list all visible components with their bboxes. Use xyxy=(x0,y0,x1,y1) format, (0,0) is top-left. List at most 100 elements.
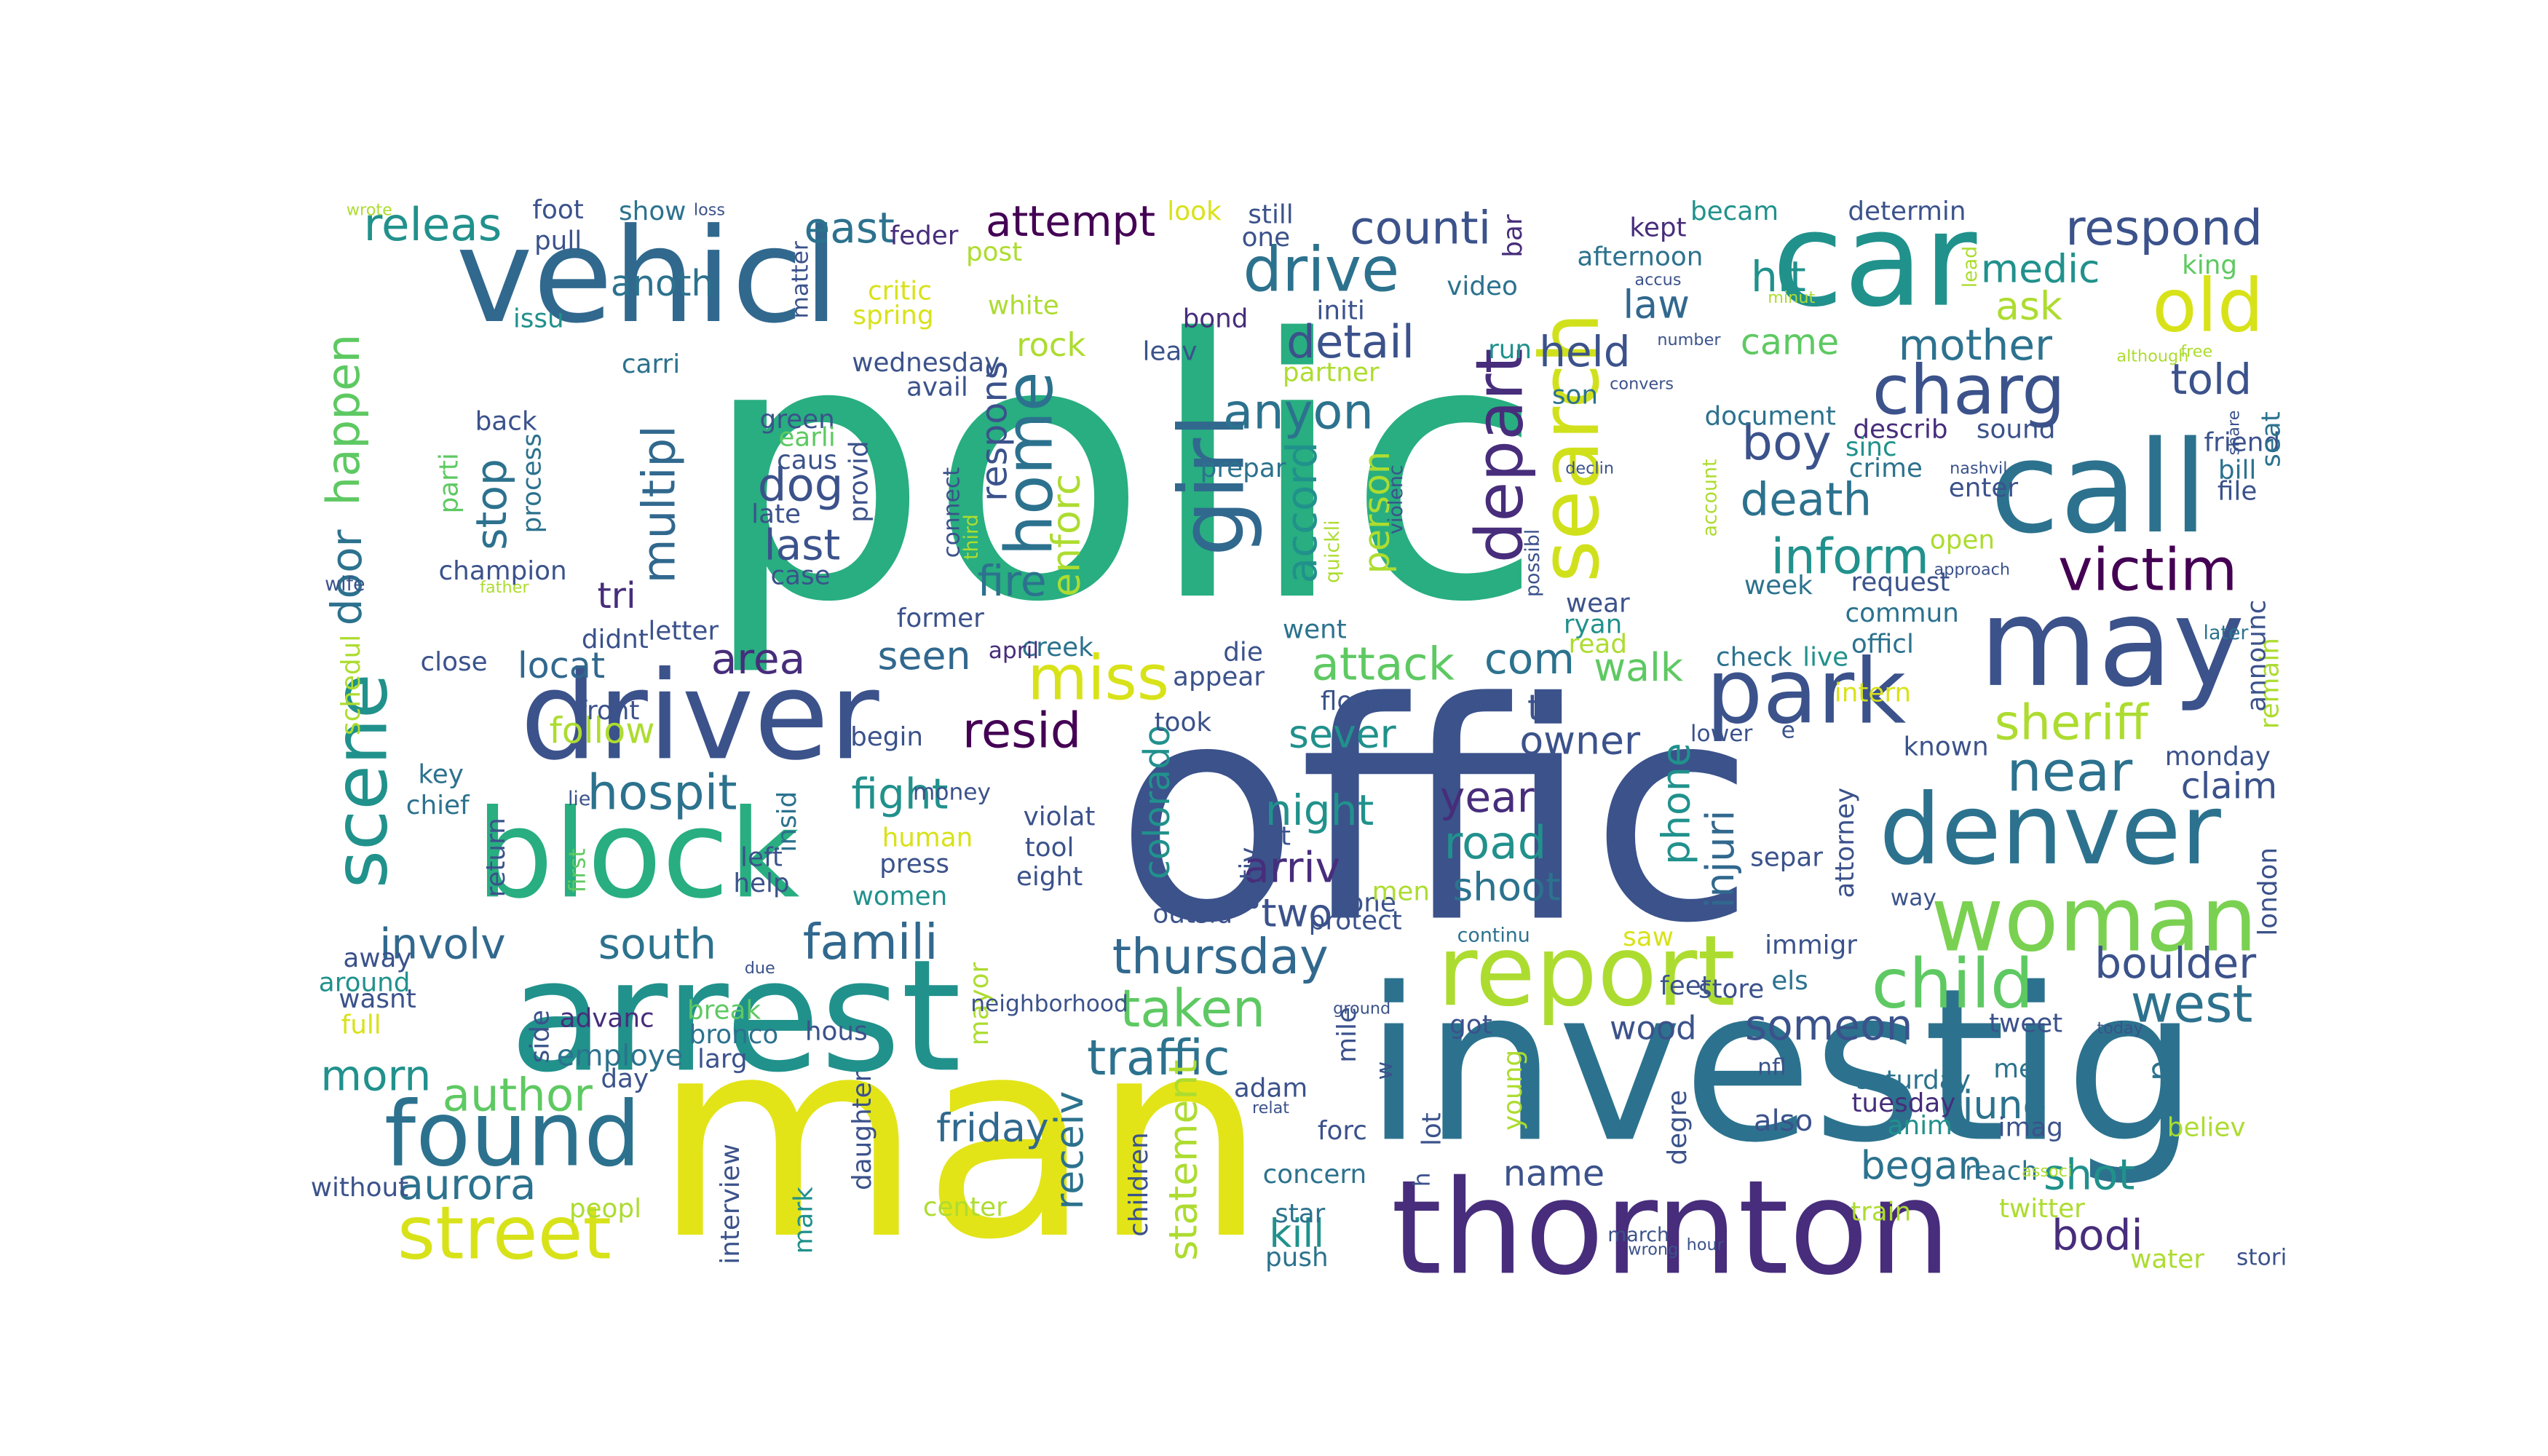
word-third: third xyxy=(960,514,983,560)
word-determin: determin xyxy=(1848,197,1966,226)
word-hospit: hospit xyxy=(587,764,737,820)
word-open: open xyxy=(1930,526,1995,555)
word-outsid: outsid xyxy=(1152,900,1233,930)
word-anoth: anoth xyxy=(611,262,714,304)
word-women: women xyxy=(852,882,948,911)
word-resid: resid xyxy=(962,703,1081,759)
word-investig: investig xyxy=(1364,942,2199,1189)
word-dog: dog xyxy=(758,459,844,512)
word-star: star xyxy=(1275,1199,1326,1229)
word-rock: rock xyxy=(1016,326,1085,364)
word-area: area xyxy=(711,634,806,684)
word-near: near xyxy=(2007,739,2133,804)
word-neighborhood: neighborhood xyxy=(970,991,1128,1017)
word-push: push xyxy=(1265,1243,1329,1273)
word-wear: wear xyxy=(1566,589,1630,619)
word-advanc: advanc xyxy=(560,1004,654,1034)
word-met: met xyxy=(1993,1054,2045,1084)
word-child: child xyxy=(1872,945,2034,1024)
word-attorney: attorney xyxy=(1830,788,1860,898)
word-bond: bond xyxy=(1183,304,1249,334)
word-document: document xyxy=(1704,402,1835,432)
word-believ: believ xyxy=(2167,1112,2246,1142)
word-issu: issu xyxy=(513,304,564,334)
word-accord: accord xyxy=(1277,442,1326,584)
word-someon: someon xyxy=(1745,1000,1913,1050)
word-tri: tri xyxy=(597,574,636,617)
word-hit: hit xyxy=(1751,252,1806,301)
word-man: man xyxy=(653,978,1267,1300)
word-run: run xyxy=(1488,335,1532,365)
word-store: store xyxy=(1698,974,1764,1004)
word-sheriff: sheriff xyxy=(1995,694,2150,751)
word-champion: champion xyxy=(439,556,567,586)
word-prepar: prepar xyxy=(1200,454,1286,483)
word-year: year xyxy=(1440,772,1535,822)
word-receiv: receiv xyxy=(1046,1091,1092,1210)
word-concern: concern xyxy=(1263,1160,1367,1190)
word-th: th xyxy=(1527,687,1564,729)
word-matter: matter xyxy=(788,241,814,318)
word-left: left xyxy=(740,842,783,872)
word-nfl: nfl xyxy=(1757,1054,1787,1080)
word-announc: announc xyxy=(2242,600,2271,712)
word-provid: provid xyxy=(844,440,874,522)
word-monday: monday xyxy=(2165,742,2271,772)
word-week: week xyxy=(1744,571,1813,601)
word-becam: becam xyxy=(1690,197,1779,226)
word-april: april xyxy=(989,638,1039,664)
word-ask: ask xyxy=(1995,283,2062,329)
word-read: read xyxy=(1569,630,1628,660)
word-seat: seat xyxy=(2257,411,2287,467)
word-victim: victim xyxy=(2058,535,2237,604)
word-miss: miss xyxy=(1027,642,1169,714)
word-lot: lot xyxy=(1417,1112,1447,1146)
word-famili: famili xyxy=(803,914,938,970)
word-didnt: didnt xyxy=(582,625,649,654)
word-critic: critic xyxy=(868,277,932,306)
word-day: day xyxy=(601,1064,649,1093)
word-adam: adam xyxy=(1234,1074,1307,1104)
word-front: front xyxy=(577,696,639,726)
word-woman: woman xyxy=(1931,867,2258,971)
word-die: die xyxy=(1223,638,1263,668)
word-violat: violat xyxy=(1024,802,1096,831)
word-statement: statement xyxy=(1160,1060,1206,1261)
word-respond: respond xyxy=(2065,199,2263,256)
word-minut: minut xyxy=(1768,288,1815,307)
word-eight: eight xyxy=(1016,862,1083,892)
word-center: center xyxy=(923,1192,1007,1222)
word-request: request xyxy=(1851,568,1950,598)
word-stori: stori xyxy=(2236,1245,2287,1271)
word-anim: anim xyxy=(1888,1111,1952,1141)
word-arrest: arrest xyxy=(510,927,962,1107)
word-lead: lead xyxy=(1959,246,1982,288)
word-appear: appear xyxy=(1173,662,1265,692)
word-person: person xyxy=(1356,451,1398,574)
word-found: found xyxy=(384,1082,641,1186)
word-pull: pull xyxy=(534,226,582,256)
word-st: st xyxy=(1267,821,1291,851)
word-told: told xyxy=(2171,355,2252,404)
word-convers: convers xyxy=(1610,374,1674,393)
word-drive: drive xyxy=(1243,234,1399,306)
word-white: white xyxy=(988,291,1059,321)
word-intern: intern xyxy=(1835,678,1911,708)
word-video: video xyxy=(1447,272,1518,301)
word-mark: mark xyxy=(789,1187,819,1254)
word-call: call xyxy=(1990,414,2208,562)
word-wife: wife xyxy=(325,573,365,596)
word-medic: medic xyxy=(1981,245,2100,291)
word-also: also xyxy=(1754,1104,1813,1138)
word-twitter: twitter xyxy=(1999,1194,2085,1224)
word-h: h xyxy=(1409,1172,1435,1187)
word-inform: inform xyxy=(1770,528,1928,585)
word-girl: girl xyxy=(1160,414,1265,557)
word-thornton: thornton xyxy=(1391,1152,1951,1304)
word-florida: florida xyxy=(1321,687,1404,716)
word-later: later xyxy=(2204,622,2250,644)
word-parti: parti xyxy=(434,453,464,513)
word-scene: scene xyxy=(319,673,404,888)
word-way: way xyxy=(1891,885,1936,911)
